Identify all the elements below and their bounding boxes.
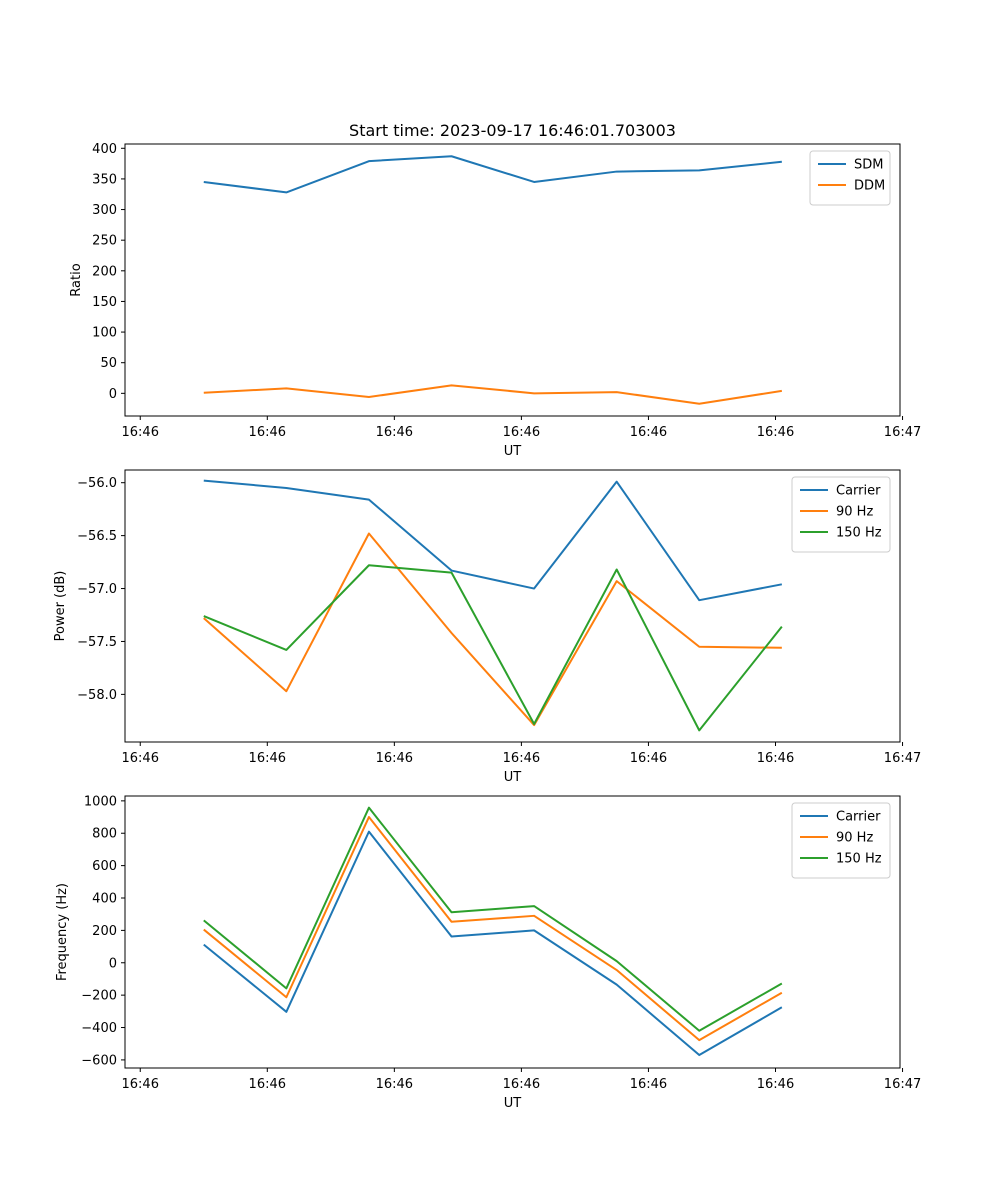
- y-axis-label: Ratio: [69, 263, 84, 296]
- chart-panel-2: −56.0 −56.5 −57.0 −57.5 −58.0 16:46 16:46 16:46…: [53, 469, 921, 785]
- x-axis-label: UT: [504, 1096, 522, 1111]
- x-tick-label: 16:46: [122, 1077, 159, 1092]
- chart-panel-1: 0 50 100 150 200 250 300 350 400 16:46 16:46 16:46 1…: [69, 142, 921, 459]
- x-tick-label: 16:47: [884, 1077, 921, 1092]
- x-axis-label: UT: [504, 444, 522, 459]
- x-tick-label: 16:46: [503, 425, 540, 440]
- y-tick-label: −200: [81, 989, 117, 1004]
- y-tick-label: 100: [92, 326, 117, 341]
- series-line-ddm: [203, 384, 782, 405]
- y-tick-label: 800: [92, 827, 117, 842]
- y-tick-label: 400: [92, 142, 117, 157]
- x-tick-label: 16:46: [376, 751, 413, 766]
- y-axis-label: Power (dB): [53, 571, 68, 642]
- x-tick-label: 16:46: [376, 425, 413, 440]
- series-line-150-hz: [203, 564, 783, 732]
- series-line-150-hz: [203, 806, 783, 1032]
- y-tick-label: −56.5: [77, 529, 117, 544]
- series-line-90-hz: [203, 532, 782, 727]
- y-tick-label: 200: [92, 264, 117, 279]
- y-tick-label: 250: [92, 234, 117, 249]
- legend-entry: 90 Hz: [836, 505, 873, 520]
- x-tick-label: 16:47: [884, 751, 921, 766]
- legend-entry: DDM: [854, 179, 885, 194]
- y-tick-label: −57.0: [77, 582, 117, 597]
- panels: 0 50 100 150 200 250 300 350 400 16:46 16:46 16:46 1…: [53, 142, 921, 1111]
- y-tick-label: 200: [92, 924, 117, 939]
- y-tick-label: 50: [100, 356, 117, 371]
- x-tick-label: 16:46: [249, 425, 286, 440]
- legend-entry: 90 Hz: [836, 831, 873, 846]
- y-tick-label: −56.0: [77, 476, 117, 491]
- legend-entry: Carrier: [836, 810, 881, 825]
- x-tick-label: 16:46: [249, 1077, 286, 1092]
- y-tick-label: 1000: [84, 794, 117, 809]
- y-tick-label: −58.0: [77, 688, 117, 703]
- legend-entry: 150 Hz: [836, 852, 882, 867]
- y-tick-label: 300: [92, 203, 117, 218]
- y-tick-label: 150: [92, 295, 117, 310]
- x-tick-label: 16:46: [503, 751, 540, 766]
- x-tick-label: 16:46: [122, 425, 159, 440]
- y-tick-label: 0: [109, 387, 117, 402]
- legend-entry: Carrier: [836, 484, 881, 499]
- x-tick-label: 16:46: [630, 751, 667, 766]
- y-tick-label: 0: [109, 956, 117, 971]
- chart-panel-3: −600 −400 −200 0 200 400 600 800 1000 16:46 16:46 1…: [55, 794, 921, 1111]
- axes-frame: [124, 143, 901, 417]
- y-tick-label: 400: [92, 892, 117, 907]
- x-tick-label: 16:46: [630, 1077, 667, 1092]
- axes-frame: [124, 469, 901, 743]
- x-tick-label: 16:46: [757, 425, 794, 440]
- series-line-carrier: [203, 479, 783, 602]
- axes-frame: [124, 795, 901, 1069]
- x-tick-label: 16:47: [884, 425, 921, 440]
- legend-box: [791, 476, 891, 553]
- y-tick-label: −400: [81, 1021, 117, 1036]
- y-axis-label: Frequency (Hz): [55, 883, 70, 981]
- x-axis-label: UT: [504, 770, 522, 785]
- x-tick-label: 16:46: [376, 1077, 413, 1092]
- legend-entry: 150 Hz: [836, 526, 882, 541]
- series-line-carrier: [203, 830, 783, 1057]
- x-tick-label: 16:46: [757, 1077, 794, 1092]
- legend: SDM DDM: [809, 150, 891, 206]
- x-tick-label: 16:46: [503, 1077, 540, 1092]
- x-tick-label: 16:46: [122, 751, 159, 766]
- x-tick-label: 16:46: [630, 425, 667, 440]
- y-tick-label: −57.5: [77, 635, 117, 650]
- x-tick-label: 16:46: [757, 751, 794, 766]
- legend-entry: SDM: [854, 158, 883, 173]
- y-tick-label: −600: [81, 1053, 117, 1068]
- legend: Carrier 90 Hz 150 Hz: [791, 802, 891, 879]
- series-line-90-hz: [203, 816, 783, 1042]
- legend: Carrier 90 Hz 150 Hz: [791, 476, 891, 553]
- x-tick-label: 16:46: [249, 751, 286, 766]
- legend-box: [791, 802, 891, 879]
- y-tick-label: 600: [92, 859, 117, 874]
- figure-title: Start time: 2023-09-17 16:46:01.703003: [349, 121, 676, 140]
- series-line-sdm: [203, 155, 782, 194]
- y-tick-label: 350: [92, 172, 117, 187]
